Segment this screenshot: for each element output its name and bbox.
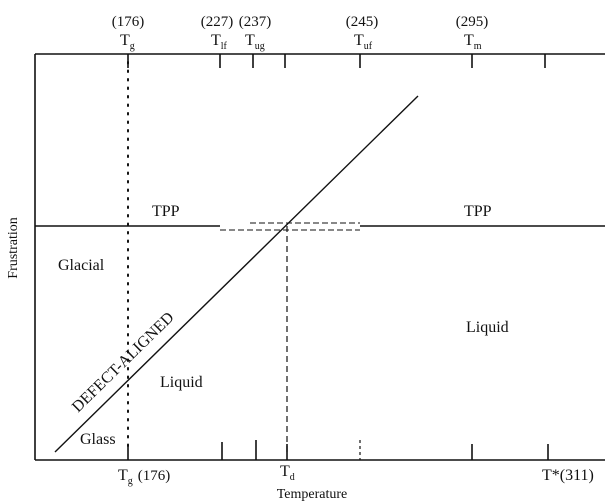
tug-top-label: Tug: [245, 32, 265, 52]
tg-top-value: (176): [112, 14, 145, 30]
defect-aligned-line: [54, 95, 419, 453]
tpp-right-label: TPP: [464, 203, 492, 220]
liquid-right-label: Liquid: [466, 319, 509, 336]
glass-label: Glass: [80, 431, 116, 448]
tuf-top-value: (245): [346, 14, 379, 30]
defect-aligned-label: DEFECT-ALIGNED: [69, 309, 178, 416]
liquid-left-label: Liquid: [160, 374, 203, 391]
tg-top-label: Tg: [120, 32, 135, 52]
tpp-left-label: TPP: [152, 203, 180, 220]
tuf-top-label: Tuf: [354, 32, 373, 52]
tug-top-value: (237): [239, 14, 272, 30]
tm-top-label: Tm: [464, 32, 482, 52]
td-bottom-label: Td: [280, 463, 295, 483]
x-axis-label: Temperature: [277, 487, 348, 502]
tlf-top-label: Tlf: [211, 32, 228, 52]
glacial-label: Glacial: [58, 257, 105, 274]
y-axis-label: Frustration: [6, 217, 21, 278]
tg-bottom-label: Tg (176): [118, 467, 170, 487]
tm-top-value: (295): [456, 14, 489, 30]
tlf-top-value: (227): [201, 14, 234, 30]
tstar-bottom-label: T*(311): [542, 467, 594, 484]
